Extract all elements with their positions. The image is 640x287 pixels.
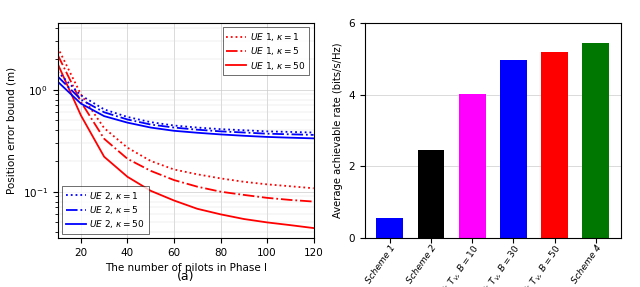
Y-axis label: Average achievable rate (bits/s/Hz): Average achievable rate (bits/s/Hz) <box>333 43 343 218</box>
$\it{UE}$ $\it{2}$, $\kappa = 50$ <box>54 80 61 83</box>
Line: $\it{UE}$ $\it{2}$, $\kappa = 50$: $\it{UE}$ $\it{2}$, $\kappa = 50$ <box>58 82 314 138</box>
$\it{UE}$ $\it{2}$, $\kappa = 5$ <box>263 132 271 135</box>
$\it{UE}$ $\it{1}$, $\kappa = 1$ <box>124 146 131 149</box>
Line: $\it{UE}$ $\it{1}$, $\kappa = 50$: $\it{UE}$ $\it{1}$, $\kappa = 50$ <box>58 64 314 228</box>
$\it{UE}$ $\it{2}$, $\kappa = 5$ <box>77 98 84 101</box>
$\it{UE}$ $\it{1}$, $\kappa = 5$ <box>124 157 131 160</box>
$\it{UE}$ $\it{2}$, $\kappa = 5$ <box>54 75 61 78</box>
$\it{UE}$ $\it{2}$, $\kappa = 5$ <box>100 110 108 114</box>
Bar <box>582 43 609 238</box>
$\it{UE}$ $\it{1}$, $\kappa = 50$ <box>240 217 248 221</box>
$\it{UE}$ $\it{1}$, $\kappa = 5$ <box>100 137 108 140</box>
Y-axis label: Position error bound (m): Position error bound (m) <box>7 67 17 194</box>
Bar <box>418 150 444 238</box>
$\it{UE}$ $\it{1}$, $\kappa = 50$ <box>193 207 201 210</box>
$\it{UE}$ $\it{1}$, $\kappa = 50$ <box>54 62 61 65</box>
$\it{UE}$ $\it{1}$, $\kappa = 1$ <box>310 187 317 190</box>
$\it{UE}$ $\it{1}$, $\kappa = 1$ <box>54 46 61 49</box>
Bar <box>541 52 568 238</box>
$\it{UE}$ $\it{1}$, $\kappa = 50$ <box>287 223 294 227</box>
$\it{UE}$ $\it{2}$, $\kappa = 1$ <box>263 130 271 133</box>
$\it{UE}$ $\it{2}$, $\kappa = 1$ <box>147 121 154 124</box>
$\it{UE}$ $\it{1}$, $\kappa = 1$ <box>100 126 108 130</box>
$\it{UE}$ $\it{1}$, $\kappa = 50$ <box>170 199 178 202</box>
Legend: $\it{UE}$ $\it{2}$, $\kappa = 1$, $\it{UE}$ $\it{2}$, $\kappa = 5$, $\it{UE}$ $\: $\it{UE}$ $\it{2}$, $\kappa = 1$, $\it{U… <box>62 186 148 234</box>
$\it{UE}$ $\it{2}$, $\kappa = 50$ <box>263 135 271 139</box>
$\it{UE}$ $\it{1}$, $\kappa = 50$ <box>263 221 271 224</box>
$\it{UE}$ $\it{1}$, $\kappa = 50$ <box>310 226 317 230</box>
$\it{UE}$ $\it{1}$, $\kappa = 50$ <box>124 175 131 179</box>
$\it{UE}$ $\it{2}$, $\kappa = 1$ <box>287 130 294 134</box>
$\it{UE}$ $\it{1}$, $\kappa = 5$ <box>147 169 154 172</box>
$\it{UE}$ $\it{2}$, $\kappa = 1$ <box>124 115 131 119</box>
$\it{UE}$ $\it{2}$, $\kappa = 5$ <box>217 130 225 133</box>
$\it{UE}$ $\it{1}$, $\kappa = 5$ <box>310 200 317 203</box>
X-axis label: The number of pilots in Phase I: The number of pilots in Phase I <box>104 263 267 274</box>
$\it{UE}$ $\it{2}$, $\kappa = 1$ <box>54 70 61 73</box>
$\it{UE}$ $\it{1}$, $\kappa = 50$ <box>77 114 84 117</box>
$\it{UE}$ $\it{1}$, $\kappa = 5$ <box>193 185 201 188</box>
Line: $\it{UE}$ $\it{2}$, $\kappa = 5$: $\it{UE}$ $\it{2}$, $\kappa = 5$ <box>58 76 314 135</box>
Line: $\it{UE}$ $\it{1}$, $\kappa = 5$: $\it{UE}$ $\it{1}$, $\kappa = 5$ <box>58 55 314 201</box>
$\it{UE}$ $\it{1}$, $\kappa = 5$ <box>170 178 178 182</box>
$\it{UE}$ $\it{2}$, $\kappa = 50$ <box>124 121 131 124</box>
$\it{UE}$ $\it{2}$, $\kappa = 5$ <box>124 118 131 121</box>
$\it{UE}$ $\it{1}$, $\kappa = 50$ <box>100 155 108 158</box>
Line: $\it{UE}$ $\it{1}$, $\kappa = 1$: $\it{UE}$ $\it{1}$, $\kappa = 1$ <box>58 47 314 188</box>
$\it{UE}$ $\it{2}$, $\kappa = 1$ <box>100 108 108 111</box>
$\it{UE}$ $\it{2}$, $\kappa = 50$ <box>310 137 317 140</box>
$\it{UE}$ $\it{2}$, $\kappa = 1$ <box>240 129 248 132</box>
$\it{UE}$ $\it{2}$, $\kappa = 5$ <box>240 131 248 134</box>
$\it{UE}$ $\it{1}$, $\kappa = 1$ <box>263 183 271 186</box>
$\it{UE}$ $\it{1}$, $\kappa = 5$ <box>77 100 84 104</box>
$\it{UE}$ $\it{2}$, $\kappa = 50$ <box>287 136 294 139</box>
Text: (a): (a) <box>177 270 195 284</box>
$\it{UE}$ $\it{2}$, $\kappa = 5$ <box>193 128 201 131</box>
$\it{UE}$ $\it{1}$, $\kappa = 50$ <box>217 213 225 216</box>
$\it{UE}$ $\it{1}$, $\kappa = 1$ <box>77 93 84 96</box>
$\it{UE}$ $\it{1}$, $\kappa = 50$ <box>147 189 154 193</box>
$\it{UE}$ $\it{1}$, $\kappa = 5$ <box>240 193 248 197</box>
$\it{UE}$ $\it{2}$, $\kappa = 50$ <box>170 129 178 133</box>
$\it{UE}$ $\it{1}$, $\kappa = 1$ <box>170 168 178 171</box>
$\it{UE}$ $\it{1}$, $\kappa = 1$ <box>287 185 294 188</box>
Bar <box>376 218 403 238</box>
$\it{UE}$ $\it{1}$, $\kappa = 1$ <box>147 159 154 163</box>
$\it{UE}$ $\it{2}$, $\kappa = 5$ <box>287 133 294 136</box>
$\it{UE}$ $\it{1}$, $\kappa = 1$ <box>240 180 248 183</box>
$\it{UE}$ $\it{2}$, $\kappa = 5$ <box>170 126 178 129</box>
$\it{UE}$ $\it{2}$, $\kappa = 1$ <box>170 124 178 127</box>
$\it{UE}$ $\it{2}$, $\kappa = 1$ <box>217 127 225 131</box>
$\it{UE}$ $\it{1}$, $\kappa = 5$ <box>217 190 225 193</box>
$\it{UE}$ $\it{1}$, $\kappa = 5$ <box>54 53 61 57</box>
$\it{UE}$ $\it{2}$, $\kappa = 1$ <box>310 131 317 134</box>
Bar <box>459 94 486 238</box>
$\it{UE}$ $\it{2}$, $\kappa = 50$ <box>147 126 154 129</box>
$\it{UE}$ $\it{2}$, $\kappa = 50$ <box>217 133 225 136</box>
$\it{UE}$ $\it{1}$, $\kappa = 5$ <box>287 198 294 202</box>
$\it{UE}$ $\it{2}$, $\kappa = 50$ <box>77 102 84 105</box>
$\it{UE}$ $\it{2}$, $\kappa = 50$ <box>193 131 201 135</box>
$\it{UE}$ $\it{1}$, $\kappa = 1$ <box>193 172 201 176</box>
$\it{UE}$ $\it{1}$, $\kappa = 1$ <box>217 177 225 180</box>
$\it{UE}$ $\it{2}$, $\kappa = 5$ <box>147 123 154 126</box>
$\it{UE}$ $\it{2}$, $\kappa = 50$ <box>100 115 108 118</box>
$\it{UE}$ $\it{2}$, $\kappa = 1$ <box>193 126 201 129</box>
Bar <box>500 59 527 238</box>
$\it{UE}$ $\it{2}$, $\kappa = 5$ <box>310 133 317 137</box>
$\it{UE}$ $\it{2}$, $\kappa = 1$ <box>77 94 84 97</box>
Line: $\it{UE}$ $\it{2}$, $\kappa = 1$: $\it{UE}$ $\it{2}$, $\kappa = 1$ <box>58 72 314 133</box>
$\it{UE}$ $\it{1}$, $\kappa = 5$ <box>263 196 271 199</box>
$\it{UE}$ $\it{2}$, $\kappa = 50$ <box>240 134 248 137</box>
